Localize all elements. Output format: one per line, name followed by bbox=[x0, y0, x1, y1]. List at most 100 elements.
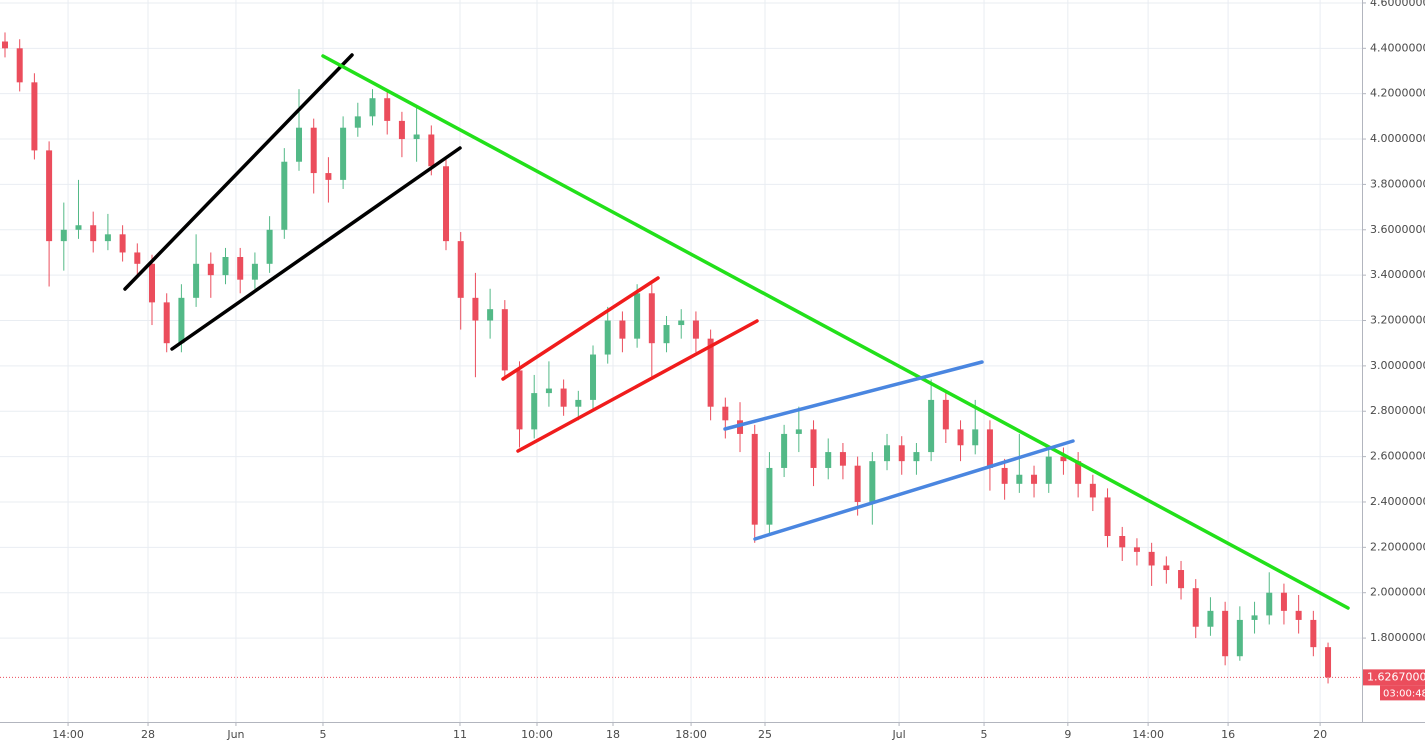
candle-body bbox=[1280, 592, 1287, 611]
candle-body bbox=[516, 370, 523, 430]
candle-body bbox=[604, 320, 611, 355]
candle-body bbox=[913, 452, 920, 462]
candle-body bbox=[1089, 483, 1096, 498]
y-tick-label: 4.60000000 bbox=[1370, 0, 1425, 9]
x-tick-label: Jul bbox=[891, 728, 905, 741]
candle-body bbox=[207, 263, 214, 276]
candle-body bbox=[531, 393, 538, 430]
candle-body bbox=[663, 325, 670, 344]
candle-body bbox=[222, 256, 229, 276]
candle-body bbox=[237, 256, 244, 280]
candle-body bbox=[501, 309, 508, 371]
countdown-label: 03:00:48 bbox=[1383, 688, 1425, 699]
y-tick-label: 3.40000000 bbox=[1370, 268, 1425, 281]
candle-body bbox=[1075, 461, 1082, 484]
y-tick-label: 4.20000000 bbox=[1370, 87, 1425, 100]
candle-body bbox=[972, 429, 979, 446]
candle-body bbox=[369, 98, 376, 117]
x-tick-label: 5 bbox=[981, 728, 988, 741]
candle-body bbox=[1192, 588, 1199, 627]
x-tick-label: 10:00 bbox=[521, 728, 553, 741]
candle-body bbox=[619, 320, 626, 339]
candle-body bbox=[825, 452, 832, 468]
y-tick-label: 3.20000000 bbox=[1370, 314, 1425, 327]
y-tick-label: 3.60000000 bbox=[1370, 223, 1425, 236]
candle-body bbox=[1222, 610, 1229, 657]
candle-body bbox=[810, 429, 817, 468]
candle-body bbox=[1119, 535, 1126, 548]
candle-body bbox=[60, 229, 67, 242]
candle-body bbox=[1, 41, 8, 49]
candle-body bbox=[545, 388, 552, 394]
x-tick-label: 20 bbox=[1313, 728, 1327, 741]
y-tick-label: 2.00000000 bbox=[1370, 586, 1425, 599]
candle-body bbox=[46, 150, 53, 242]
y-tick-label: 3.00000000 bbox=[1370, 359, 1425, 372]
candle-body bbox=[266, 229, 273, 264]
candle-body bbox=[178, 297, 185, 344]
candle-body bbox=[457, 241, 464, 298]
x-tick-label: 14:00 bbox=[1132, 728, 1164, 741]
y-tick-label: 4.00000000 bbox=[1370, 132, 1425, 145]
candle-body bbox=[707, 338, 714, 407]
last-price-box bbox=[1363, 669, 1425, 686]
candle-body bbox=[737, 420, 744, 434]
candle-body bbox=[163, 302, 170, 344]
candle-body bbox=[149, 263, 156, 303]
candle-body bbox=[898, 445, 905, 462]
candle-body bbox=[928, 399, 935, 453]
candle-body bbox=[354, 116, 361, 128]
x-tick-label: 5 bbox=[319, 728, 326, 741]
candle-body bbox=[1163, 565, 1170, 571]
candle-body bbox=[957, 429, 964, 446]
candle-body bbox=[325, 173, 332, 180]
candle-body bbox=[75, 225, 82, 230]
candle-body bbox=[839, 452, 846, 466]
trend-line bbox=[501, 276, 660, 381]
candle-body bbox=[781, 433, 788, 468]
trend-line bbox=[170, 146, 462, 351]
candle-body bbox=[1031, 474, 1038, 484]
candle-body bbox=[1310, 619, 1317, 648]
x-tick-label: 28 bbox=[141, 728, 155, 741]
x-tick-label: 18:00 bbox=[675, 728, 707, 741]
y-tick-label: 1.80000000 bbox=[1370, 631, 1425, 644]
candle-body bbox=[1236, 619, 1243, 657]
candle-body bbox=[869, 461, 876, 502]
candle-body bbox=[766, 467, 773, 525]
y-tick-label: 2.40000000 bbox=[1370, 495, 1425, 508]
candle-body bbox=[648, 293, 655, 344]
candle-body bbox=[1060, 456, 1067, 462]
candle-body bbox=[986, 429, 993, 468]
candle-body bbox=[398, 120, 405, 140]
candle-body bbox=[722, 406, 729, 421]
trend-lines bbox=[123, 53, 1350, 610]
candle-body bbox=[31, 82, 38, 151]
x-tick-label: 9 bbox=[1064, 728, 1071, 741]
x-tick-label: 11 bbox=[453, 728, 467, 741]
candle-body bbox=[193, 263, 200, 298]
candles bbox=[1, 32, 1332, 684]
candle-body bbox=[942, 399, 949, 430]
candle-body bbox=[560, 388, 567, 407]
candle-body bbox=[1133, 547, 1140, 552]
candle-body bbox=[590, 354, 597, 400]
candle-body bbox=[251, 263, 258, 280]
candle-body bbox=[1325, 647, 1332, 678]
y-tick-label: 2.60000000 bbox=[1370, 450, 1425, 463]
candle-body bbox=[340, 127, 347, 180]
candle-body bbox=[884, 445, 891, 462]
candle-body bbox=[1045, 456, 1052, 484]
x-tick-label: 14:00 bbox=[52, 728, 84, 741]
candle-body bbox=[751, 433, 758, 525]
candle-body bbox=[1251, 615, 1258, 620]
y-tick-label: 2.80000000 bbox=[1370, 404, 1425, 417]
candle-body bbox=[854, 465, 861, 502]
candle-body bbox=[634, 293, 641, 339]
x-tick-label: 18 bbox=[606, 728, 620, 741]
candle-body bbox=[575, 399, 582, 407]
candle-body bbox=[692, 320, 699, 339]
candle-body bbox=[119, 234, 126, 253]
